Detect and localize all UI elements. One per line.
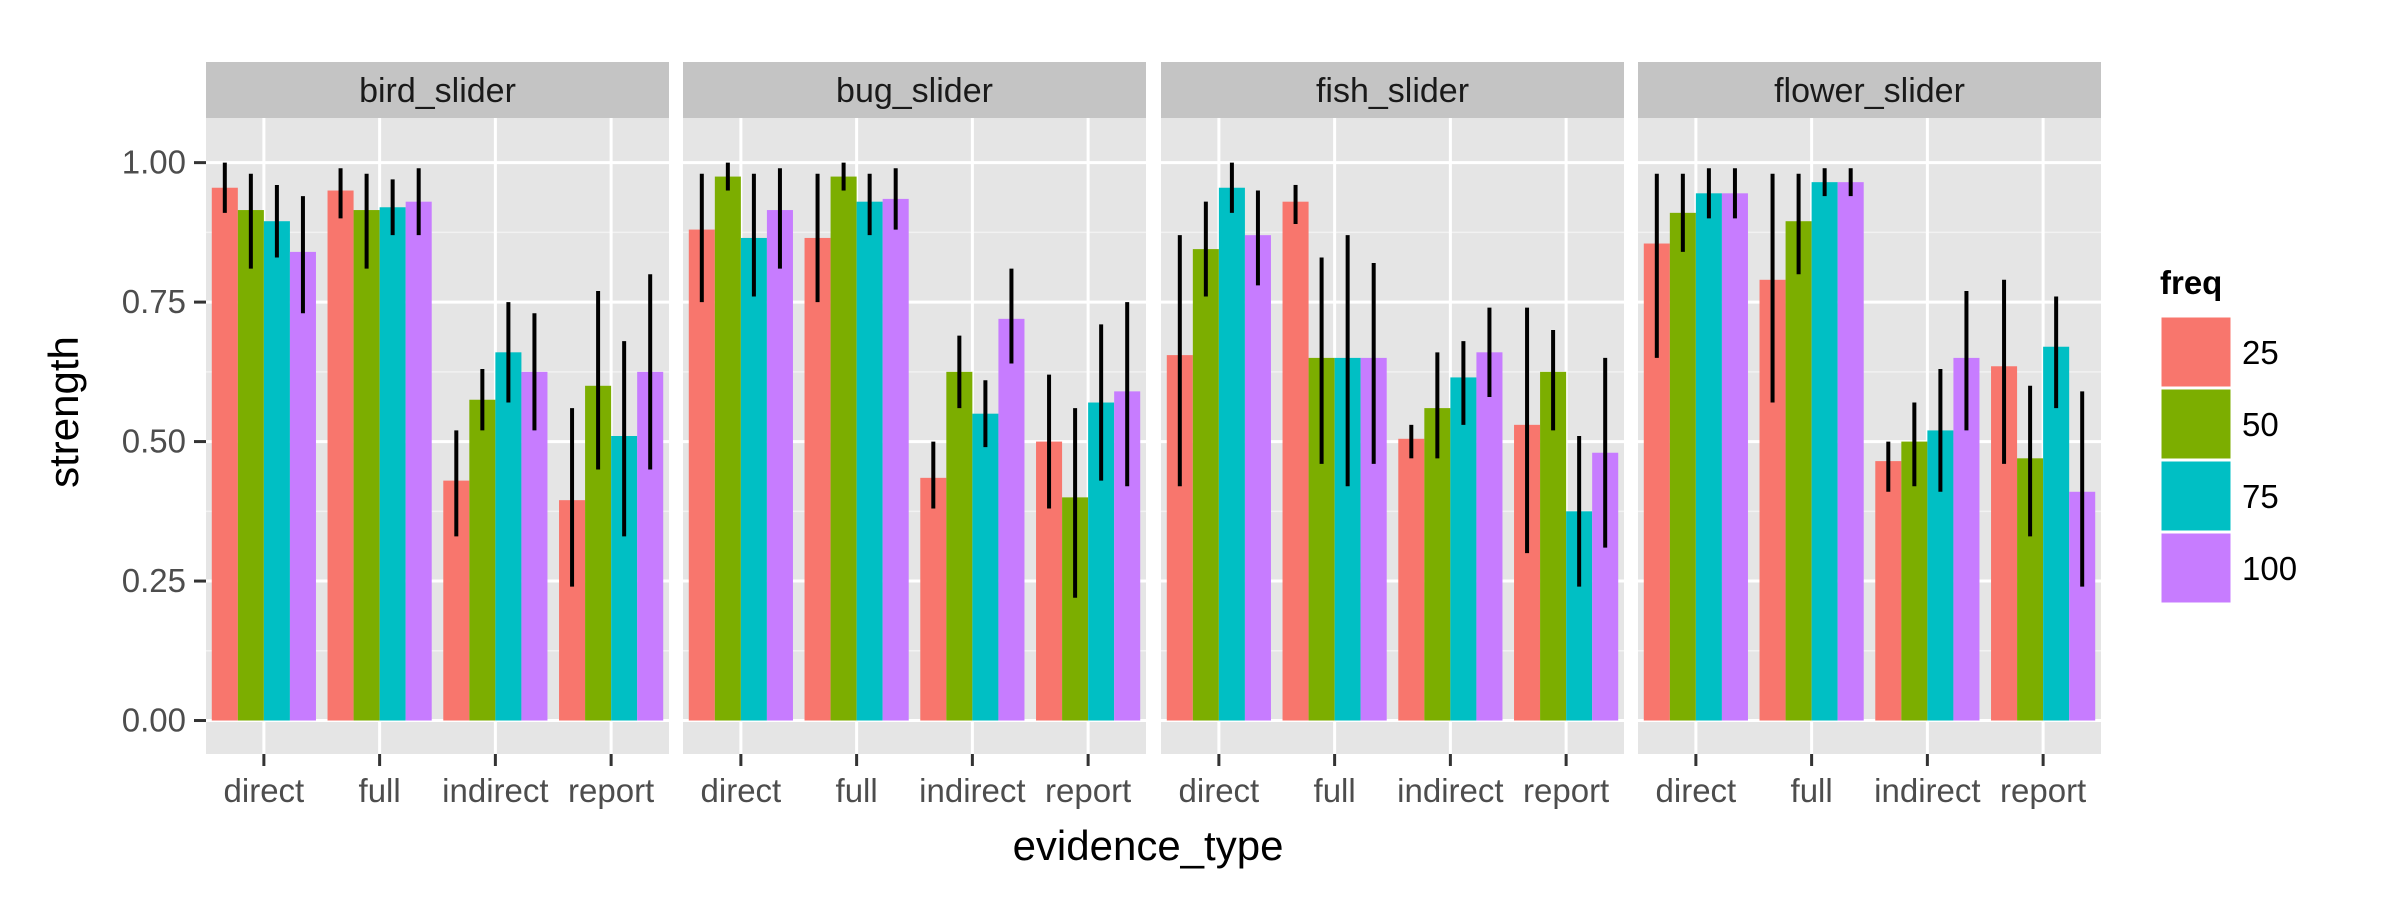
legend-key-25: [2158, 314, 2234, 390]
x-tick-label: direct: [224, 772, 305, 809]
bar-bug_slider-full-50: [830, 176, 857, 721]
bar-fish_slider-indirect-75: [1450, 377, 1477, 721]
legend-key-100: [2158, 530, 2234, 606]
bar-bird_slider-direct-25: [211, 187, 238, 721]
bar-fish_slider-direct-100: [1244, 235, 1271, 721]
strip-label-fish_slider: fish_slider: [1316, 72, 1469, 110]
bar-bug_slider-full-25: [804, 237, 831, 721]
x-tick-label: direct: [701, 772, 782, 809]
bar-bug_slider-direct-50: [714, 176, 741, 721]
bar-bug_slider-indirect-75: [972, 413, 999, 721]
bar-flower_slider-direct-100: [1721, 193, 1748, 721]
strip-label-flower_slider: flower_slider: [1774, 72, 1965, 110]
strip-fish_slider: [1161, 62, 1624, 118]
bar-flower_slider-direct-75: [1695, 193, 1722, 721]
x-tick-label: indirect: [442, 772, 548, 809]
bar-flower_slider-full-100: [1837, 182, 1864, 721]
bar-bird_slider-full-25: [327, 190, 354, 721]
x-tick-label: full: [836, 772, 878, 809]
x-tick-label: report: [2000, 772, 2086, 809]
y-axis-title: strength: [40, 336, 87, 488]
bar-bug_slider-direct-100: [766, 210, 793, 721]
strip-bird_slider: [206, 62, 669, 118]
x-tick-label: report: [1045, 772, 1131, 809]
axes-layer: 0.00 0.25 0.50 0.75 1.00: [122, 144, 206, 739]
bar-bird_slider-full-50: [353, 210, 380, 721]
bar-fish_slider-direct-75: [1218, 187, 1245, 721]
legend-key-50: [2158, 386, 2234, 462]
x-tick-label: indirect: [1397, 772, 1503, 809]
legend: freq 25 50 75 100: [2158, 264, 2297, 606]
bar-bird_slider-direct-50: [237, 210, 264, 721]
x-tick-label: indirect: [1874, 772, 1980, 809]
bar-bird_slider-indirect-75: [495, 352, 522, 721]
x-tick-label: report: [1523, 772, 1609, 809]
legend-label-50: 50: [2242, 406, 2279, 443]
y-tick-label: 0.25: [122, 562, 186, 599]
legend-title: freq: [2160, 264, 2222, 301]
bar-flower_slider-indirect-25: [1875, 461, 1902, 721]
strip-flower_slider: [1638, 62, 2101, 118]
y-tick-label: 0.50: [122, 423, 186, 460]
x-axis-title: evidence_type: [1013, 822, 1284, 869]
y-tick-label: 0.75: [122, 283, 186, 320]
bar-fish_slider-indirect-100: [1476, 352, 1503, 721]
strip-bug_slider: [683, 62, 1146, 118]
bar-fish_slider-direct-50: [1192, 249, 1219, 721]
y-tick-label: 0.00: [122, 702, 186, 739]
x-tick-label: full: [1791, 772, 1833, 809]
bar-bug_slider-indirect-50: [946, 371, 973, 721]
x-tick-label: direct: [1179, 772, 1260, 809]
x-tick-label: report: [568, 772, 654, 809]
bar-bird_slider-indirect-50: [469, 399, 496, 721]
bar-fish_slider-indirect-50: [1424, 408, 1451, 721]
x-tick-label: full: [1314, 772, 1356, 809]
bar-flower_slider-report-75: [2043, 346, 2070, 721]
legend-key-75: [2158, 458, 2234, 534]
strip-label-bug_slider: bug_slider: [836, 72, 993, 110]
legend-label-75: 75: [2242, 478, 2279, 515]
bar-bug_slider-full-100: [882, 198, 909, 721]
bar-bug_slider-indirect-100: [998, 318, 1025, 721]
bar-bug_slider-direct-25: [688, 229, 715, 721]
bar-bug_slider-direct-75: [740, 237, 767, 721]
legend-label-25: 25: [2242, 334, 2279, 371]
x-tick-label: indirect: [919, 772, 1025, 809]
bar-bug_slider-full-75: [856, 201, 883, 721]
bar-bird_slider-direct-75: [263, 221, 290, 721]
bar-fish_slider-indirect-25: [1398, 438, 1425, 721]
x-tick-label: direct: [1656, 772, 1737, 809]
bar-flower_slider-direct-50: [1669, 212, 1696, 721]
bar-flower_slider-full-75: [1811, 182, 1838, 721]
strip-label-bird_slider: bird_slider: [359, 72, 516, 110]
bar-flower_slider-full-50: [1785, 221, 1812, 721]
x-tick-label: full: [359, 772, 401, 809]
legend-label-100: 100: [2242, 550, 2297, 587]
bar-bird_slider-direct-100: [289, 251, 316, 721]
bar-bird_slider-full-75: [379, 207, 406, 721]
bar-bird_slider-full-100: [405, 201, 432, 721]
y-tick-label: 1.00: [122, 144, 186, 181]
bar-fish_slider-full-25: [1282, 201, 1309, 721]
bar-bug_slider-indirect-25: [920, 477, 947, 721]
bar-flower_slider-indirect-50: [1901, 441, 1928, 721]
